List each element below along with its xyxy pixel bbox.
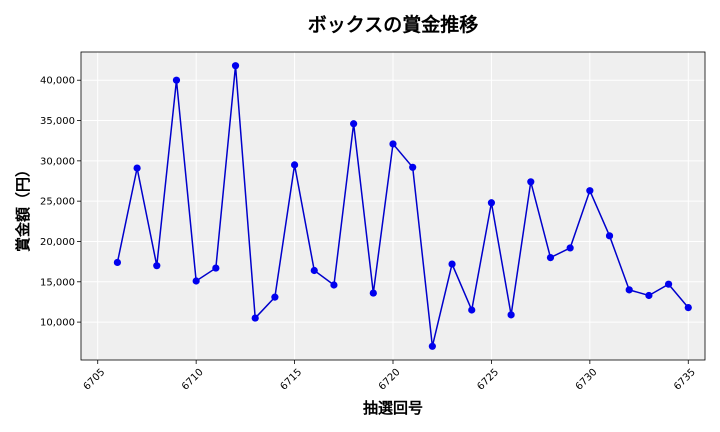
data-point	[212, 264, 220, 272]
data-point	[684, 303, 692, 312]
x-tick-label: 6715	[278, 367, 304, 393]
data-point	[231, 62, 240, 70]
x-tick-label: 6725	[475, 367, 501, 393]
data-point	[527, 178, 535, 186]
data-point	[290, 161, 299, 169]
data-point	[468, 306, 476, 314]
data-point	[664, 280, 673, 288]
data-point	[192, 277, 200, 285]
data-point	[409, 163, 417, 171]
x-tick-label: 6705	[82, 367, 108, 393]
data-point	[113, 258, 122, 267]
y-tick-label: 15,000	[40, 277, 75, 288]
data-point	[172, 76, 181, 84]
data-point	[625, 286, 633, 294]
data-point	[487, 199, 496, 207]
data-point	[566, 244, 574, 252]
data-point	[369, 289, 377, 297]
data-point	[389, 140, 397, 148]
data-point	[153, 262, 161, 270]
data-point	[507, 311, 515, 319]
data-point	[428, 342, 436, 350]
y-tick-label: 10,000	[40, 318, 75, 329]
x-tick-label: 6730	[574, 367, 600, 393]
y-axis-label: 賞金額（円）	[14, 162, 32, 252]
x-tick-label: 6720	[377, 367, 403, 393]
x-tick-label: 6735	[672, 367, 698, 393]
data-point	[546, 254, 555, 262]
y-tick-label: 40,000	[40, 76, 75, 87]
x-axis-label: 抽選回号	[363, 399, 423, 417]
x-tick-label: 6710	[180, 367, 206, 393]
series-line	[116, 65, 689, 347]
y-tick-label: 30,000	[40, 156, 75, 167]
y-tick-label: 20,000	[40, 237, 75, 248]
data-point	[350, 120, 358, 128]
y-tick-label: 25,000	[40, 197, 75, 208]
data-point	[310, 266, 318, 275]
chart-title: ボックスの賞金推移	[308, 13, 478, 36]
y-tick-label: 35,000	[40, 116, 75, 127]
data-point	[586, 187, 594, 195]
data-point	[448, 260, 456, 268]
data-point	[330, 281, 338, 289]
data-point	[645, 291, 653, 300]
data-point	[605, 232, 614, 240]
data-point	[251, 314, 259, 322]
data-point	[271, 293, 279, 301]
data-point	[133, 164, 141, 172]
